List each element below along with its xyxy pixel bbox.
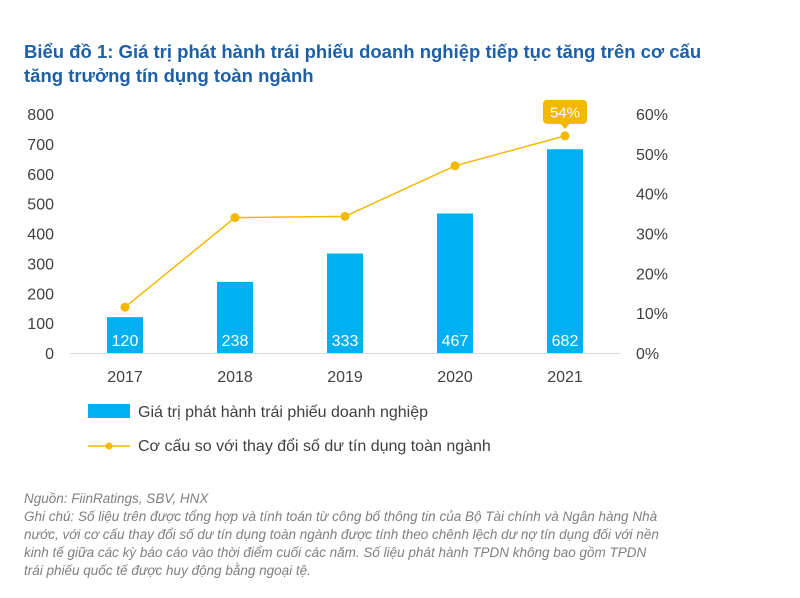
y-right-tick-label: 10% [636,306,668,323]
y-left-tick-label: 200 [27,286,54,303]
x-tick-label: 2020 [437,369,473,386]
line-point [340,211,350,221]
bar-data-label: 238 [222,333,249,350]
y-right-tick-label: 0% [636,346,659,363]
legend-bar-label: Giá trị phát hành trái phiếu doanh nghiệ… [138,404,428,421]
callout-label: 54% [550,104,580,121]
bar-data-label: 120 [112,333,139,350]
bar [437,213,473,353]
bar-data-label: 682 [552,333,579,350]
note-line: nước, với cơ cấu thay đổi số dư tín dụng… [24,527,659,542]
y-left-tick-label: 800 [27,107,54,124]
footnote: Nguồn: FiinRatings, SBV, HNX Ghi chú: Số… [24,490,784,580]
y-left-tick-label: 500 [27,197,54,214]
bar-data-label: 467 [442,333,469,350]
y-left-tick-label: 400 [27,227,54,244]
y-right-tick-label: 30% [636,227,668,244]
x-tick-label: 2021 [547,369,583,386]
line-point [450,161,460,171]
note-line: trái phiếu quốc tế được huy động bằng ng… [24,563,311,578]
y-right-tick-label: 20% [636,266,668,283]
x-tick-label: 2017 [107,369,143,386]
y-left-tick-label: 0 [45,346,54,363]
callout-box [543,99,587,124]
callout-pointer [560,123,570,129]
line-point [560,131,570,141]
y-right-tick-label: 50% [636,147,668,164]
bar [107,317,143,353]
bar [547,149,583,353]
legend-line-marker [105,442,113,450]
chart-title-line-2: tăng trưởng tín dụng toàn ngành [24,65,314,86]
y-right-tick-label: 60% [636,107,668,124]
chart-title: Biểu đồ 1: Giá trị phát hành trái phiếu … [24,40,784,88]
x-tick-label: 2019 [327,369,363,386]
x-tick-label: 2018 [217,369,253,386]
line-point [120,302,130,312]
y-right-tick-label: 40% [636,187,668,204]
legend-bar-swatch [88,404,130,418]
bar [217,281,253,353]
note-line: Ghi chú: Số liệu trên được tổng hợp và t… [24,509,658,524]
note-line: kinh tế giữa các kỳ báo cáo vào thời điể… [24,545,647,560]
y-left-tick-label: 100 [27,316,54,333]
legend-line-label: Cơ cấu so với thay đổi số dư tín dụng to… [138,437,491,455]
chart-title-line-1: Biểu đồ 1: Giá trị phát hành trái phiếu … [24,41,702,62]
y-left-tick-label: 300 [27,256,54,273]
bar [327,253,363,353]
y-left-tick-label: 700 [27,137,54,154]
bar-data-label: 333 [332,333,359,350]
line-point [230,213,240,223]
combo-chart: 0 100 200 300 400 500 600 700 800 0% 10% 20% 30% 40% 5… [27,99,668,455]
source-text: Nguồn: FiinRatings, SBV, HNX [24,491,209,506]
y-left-tick-label: 600 [27,167,54,184]
